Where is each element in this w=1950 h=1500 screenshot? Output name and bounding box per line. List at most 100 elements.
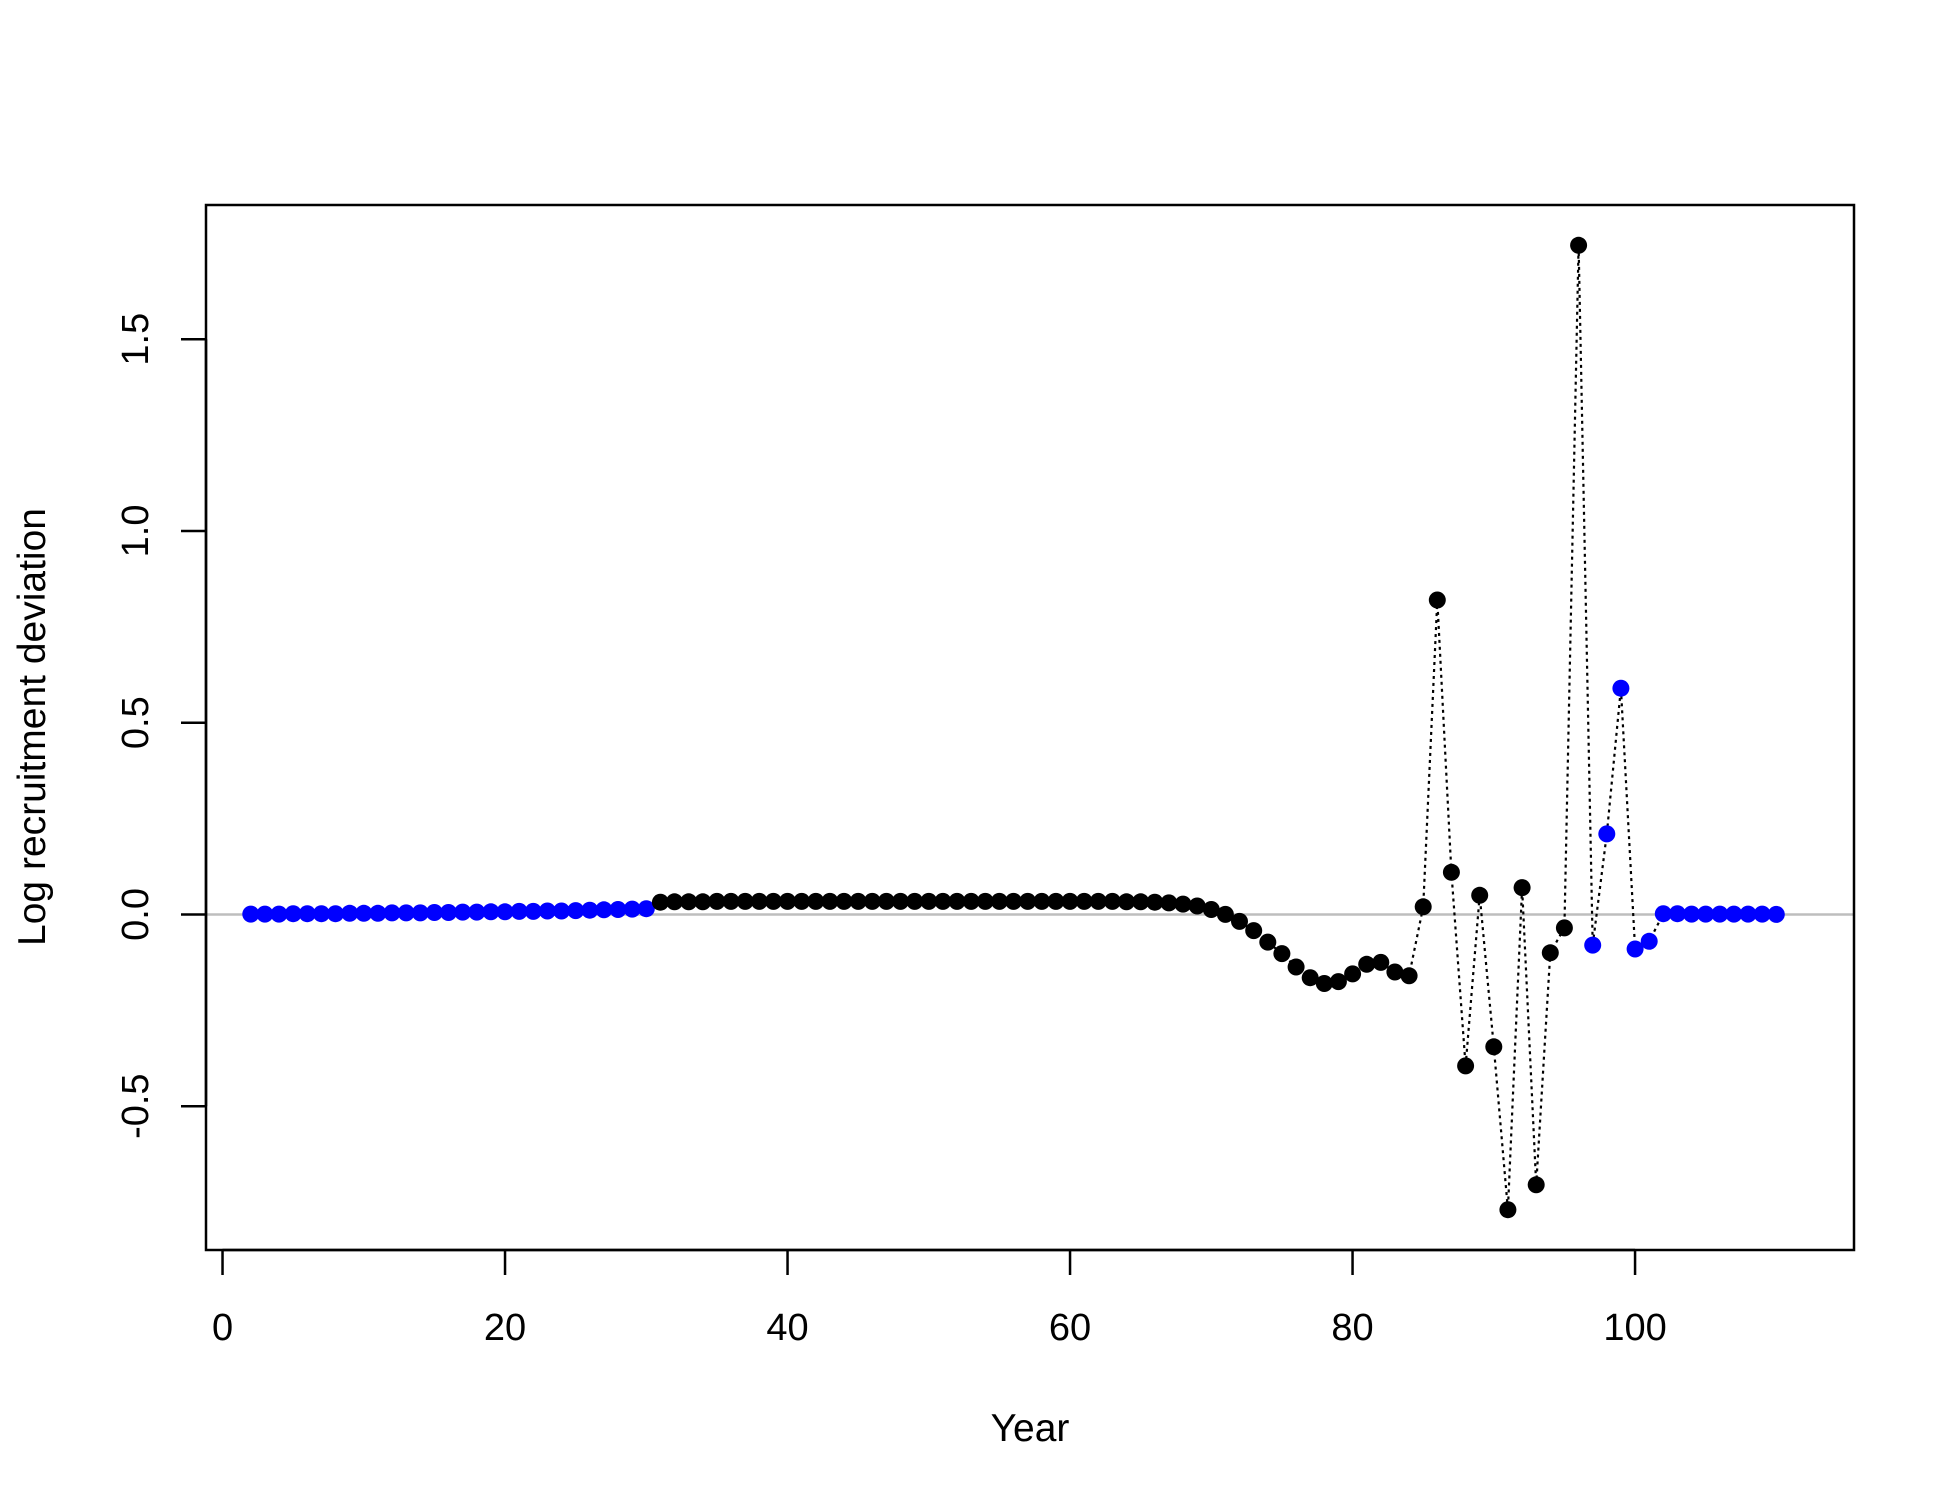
data-point	[1188, 897, 1206, 915]
data-point	[1344, 965, 1362, 983]
y-axis-title: Log recruitment deviation	[11, 508, 54, 946]
data-point	[440, 904, 457, 921]
x-tick-label: 80	[1331, 1307, 1373, 1349]
x-tick-label: 40	[766, 1307, 808, 1349]
data-point	[906, 892, 924, 910]
data-point	[538, 902, 556, 920]
data-point	[1541, 944, 1559, 962]
data-point	[1103, 892, 1121, 910]
x-tick-label: 0	[212, 1307, 233, 1349]
data-point	[934, 892, 952, 910]
data-point	[524, 902, 542, 920]
data-point	[383, 904, 401, 922]
x-tick-label: 20	[484, 1307, 526, 1349]
data-point	[962, 892, 980, 910]
y-tick-label: 1.5	[115, 313, 157, 366]
data-point	[1485, 1038, 1503, 1056]
data-point	[1555, 919, 1573, 937]
x-axis-title: Year	[991, 1407, 1070, 1450]
data-point	[680, 893, 698, 911]
data-point	[666, 893, 683, 911]
data-point	[397, 904, 415, 922]
data-point	[298, 905, 316, 923]
data-point	[595, 901, 613, 919]
data-point	[1033, 892, 1051, 910]
data-point	[651, 893, 669, 911]
x-tick-label: 60	[1049, 1307, 1091, 1349]
data-point	[1767, 905, 1785, 923]
data-point	[1047, 892, 1065, 910]
data-point	[877, 892, 895, 910]
data-point	[1654, 905, 1672, 923]
data-point	[482, 903, 500, 921]
data-point	[411, 904, 429, 922]
y-tick-label: 0.5	[115, 696, 157, 749]
data-point	[1358, 955, 1376, 973]
y-tick-label: 1.0	[115, 505, 157, 558]
data-point	[694, 893, 712, 911]
data-point	[1626, 940, 1644, 958]
data-point	[1414, 898, 1432, 916]
axes-layer: 0 20 40 60 80 100 -0.5 0.0 0.5 1.0 1.5	[115, 313, 1667, 1349]
data-point	[1075, 892, 1093, 910]
data-point	[1202, 901, 1220, 918]
data-point	[990, 892, 1008, 910]
data-point	[793, 892, 811, 910]
data-point	[1753, 905, 1771, 923]
data-point	[920, 892, 938, 910]
data-point	[1259, 933, 1277, 951]
data-point	[341, 904, 359, 922]
data-point	[1527, 1176, 1545, 1194]
data-point	[1231, 912, 1248, 930]
data-point	[312, 905, 330, 923]
data-point	[1146, 893, 1164, 911]
data-point	[1019, 892, 1037, 910]
data-point	[1668, 905, 1686, 923]
x-tick-label: 100	[1603, 1307, 1666, 1349]
data-point	[425, 904, 443, 921]
data-point	[835, 892, 853, 910]
data-point	[948, 892, 966, 910]
data-point	[1612, 679, 1630, 697]
data-point	[1513, 879, 1531, 897]
data-point	[1725, 905, 1743, 923]
data-point	[1428, 591, 1446, 609]
data-point	[1372, 953, 1390, 971]
data-point	[1089, 892, 1107, 910]
data-point	[609, 901, 627, 918]
data-point	[1739, 905, 1757, 923]
data-point	[1273, 945, 1291, 963]
data-point	[1598, 825, 1616, 843]
data-point	[1711, 905, 1729, 923]
data-point	[256, 905, 274, 923]
data-point	[1457, 1057, 1475, 1075]
data-point	[1005, 892, 1022, 910]
data-point	[1570, 236, 1588, 254]
data-point	[553, 902, 570, 920]
data-point	[863, 892, 881, 910]
plot-layer	[206, 236, 1854, 1219]
data-point	[1640, 932, 1658, 950]
data-point	[637, 900, 655, 918]
data-point	[327, 905, 344, 923]
data-point	[750, 892, 768, 910]
data-point	[1287, 958, 1305, 976]
data-point	[369, 904, 387, 922]
data-point	[1499, 1201, 1517, 1219]
data-point	[708, 892, 726, 910]
data-point	[1697, 905, 1715, 923]
data-point	[454, 903, 472, 921]
data-point	[270, 905, 288, 923]
data-point	[722, 892, 740, 910]
data-point	[976, 892, 994, 910]
data-point	[807, 892, 825, 910]
data-point	[510, 902, 528, 920]
data-point	[1132, 893, 1150, 911]
data-point	[1301, 969, 1319, 987]
data-point	[496, 903, 514, 921]
data-point	[1216, 905, 1234, 923]
data-point	[764, 892, 782, 910]
data-point	[1118, 893, 1135, 911]
